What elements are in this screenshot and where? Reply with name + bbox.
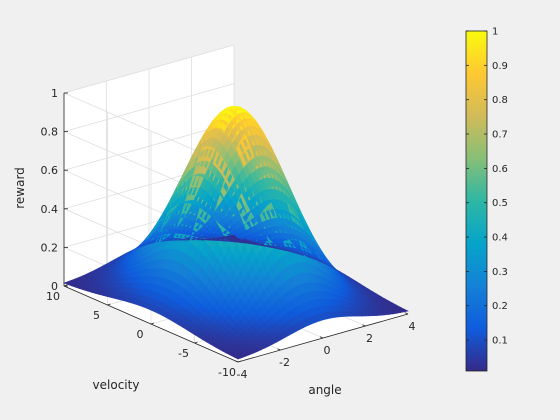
y-tick-mark xyxy=(107,303,111,306)
colorbar-tick-label: 0.8 xyxy=(492,95,508,106)
z-tick-label: 0.6 xyxy=(41,164,59,177)
y-axis-label: velocity xyxy=(93,378,140,392)
colorbar-tick-label: 0.6 xyxy=(492,164,508,175)
y-tick-mark xyxy=(194,341,198,344)
y-tick-mark xyxy=(150,322,155,325)
z-tick-label: 0 xyxy=(51,280,58,293)
x-tick-label: -2 xyxy=(279,356,290,369)
y-tick-label: 10 xyxy=(46,290,60,303)
z-tick-label: 0.4 xyxy=(41,203,59,216)
z-tick-label: 0.8 xyxy=(41,126,59,139)
y-tick-label: 0 xyxy=(137,328,144,341)
x-axis-label: angle xyxy=(308,383,341,397)
colorbar-tick-label: 0.9 xyxy=(492,61,508,72)
x-tick-mark xyxy=(362,324,366,327)
colorbar-tick-label: 0.3 xyxy=(492,267,508,278)
axis-labels: reward velocity angle xyxy=(13,167,342,397)
x-tick-label: -4 xyxy=(237,368,248,381)
y-tick-mark xyxy=(237,360,242,363)
y-tick-label: -5 xyxy=(178,347,189,360)
x-tick-mark xyxy=(319,336,324,339)
colorbar-gradient xyxy=(465,30,488,372)
y-tick-label: 5 xyxy=(93,309,100,322)
colorbar-tick-label: 0.7 xyxy=(492,130,508,141)
z-axis-label: reward xyxy=(13,167,27,209)
x-tick-label: 0 xyxy=(324,344,331,357)
y-tick-label: -10 xyxy=(218,366,236,379)
colorbar: 0.1 0.2 0.3 0.4 0.5 0.6 0.7 0.8 0.9 1 xyxy=(465,27,508,372)
colorbar-tick-label: 0.5 xyxy=(492,198,508,209)
colorbar-tick-label: 0.1 xyxy=(492,336,508,347)
x-tick-mark xyxy=(277,348,281,351)
x-tick-mark xyxy=(404,312,409,315)
x-tick-label: 4 xyxy=(409,320,416,333)
x-tick-label: 2 xyxy=(366,332,373,345)
colorbar-tick-label: 0.4 xyxy=(492,233,508,244)
surface-patch xyxy=(399,308,409,313)
z-tick-label: 1 xyxy=(51,87,58,100)
reward-surface xyxy=(63,105,409,360)
colorbar-tick-label: 1 xyxy=(492,27,498,38)
colorbar-tick-label: 0.2 xyxy=(492,301,508,312)
x-tick-mark xyxy=(234,360,239,363)
z-tick-label: 0.2 xyxy=(41,241,59,254)
